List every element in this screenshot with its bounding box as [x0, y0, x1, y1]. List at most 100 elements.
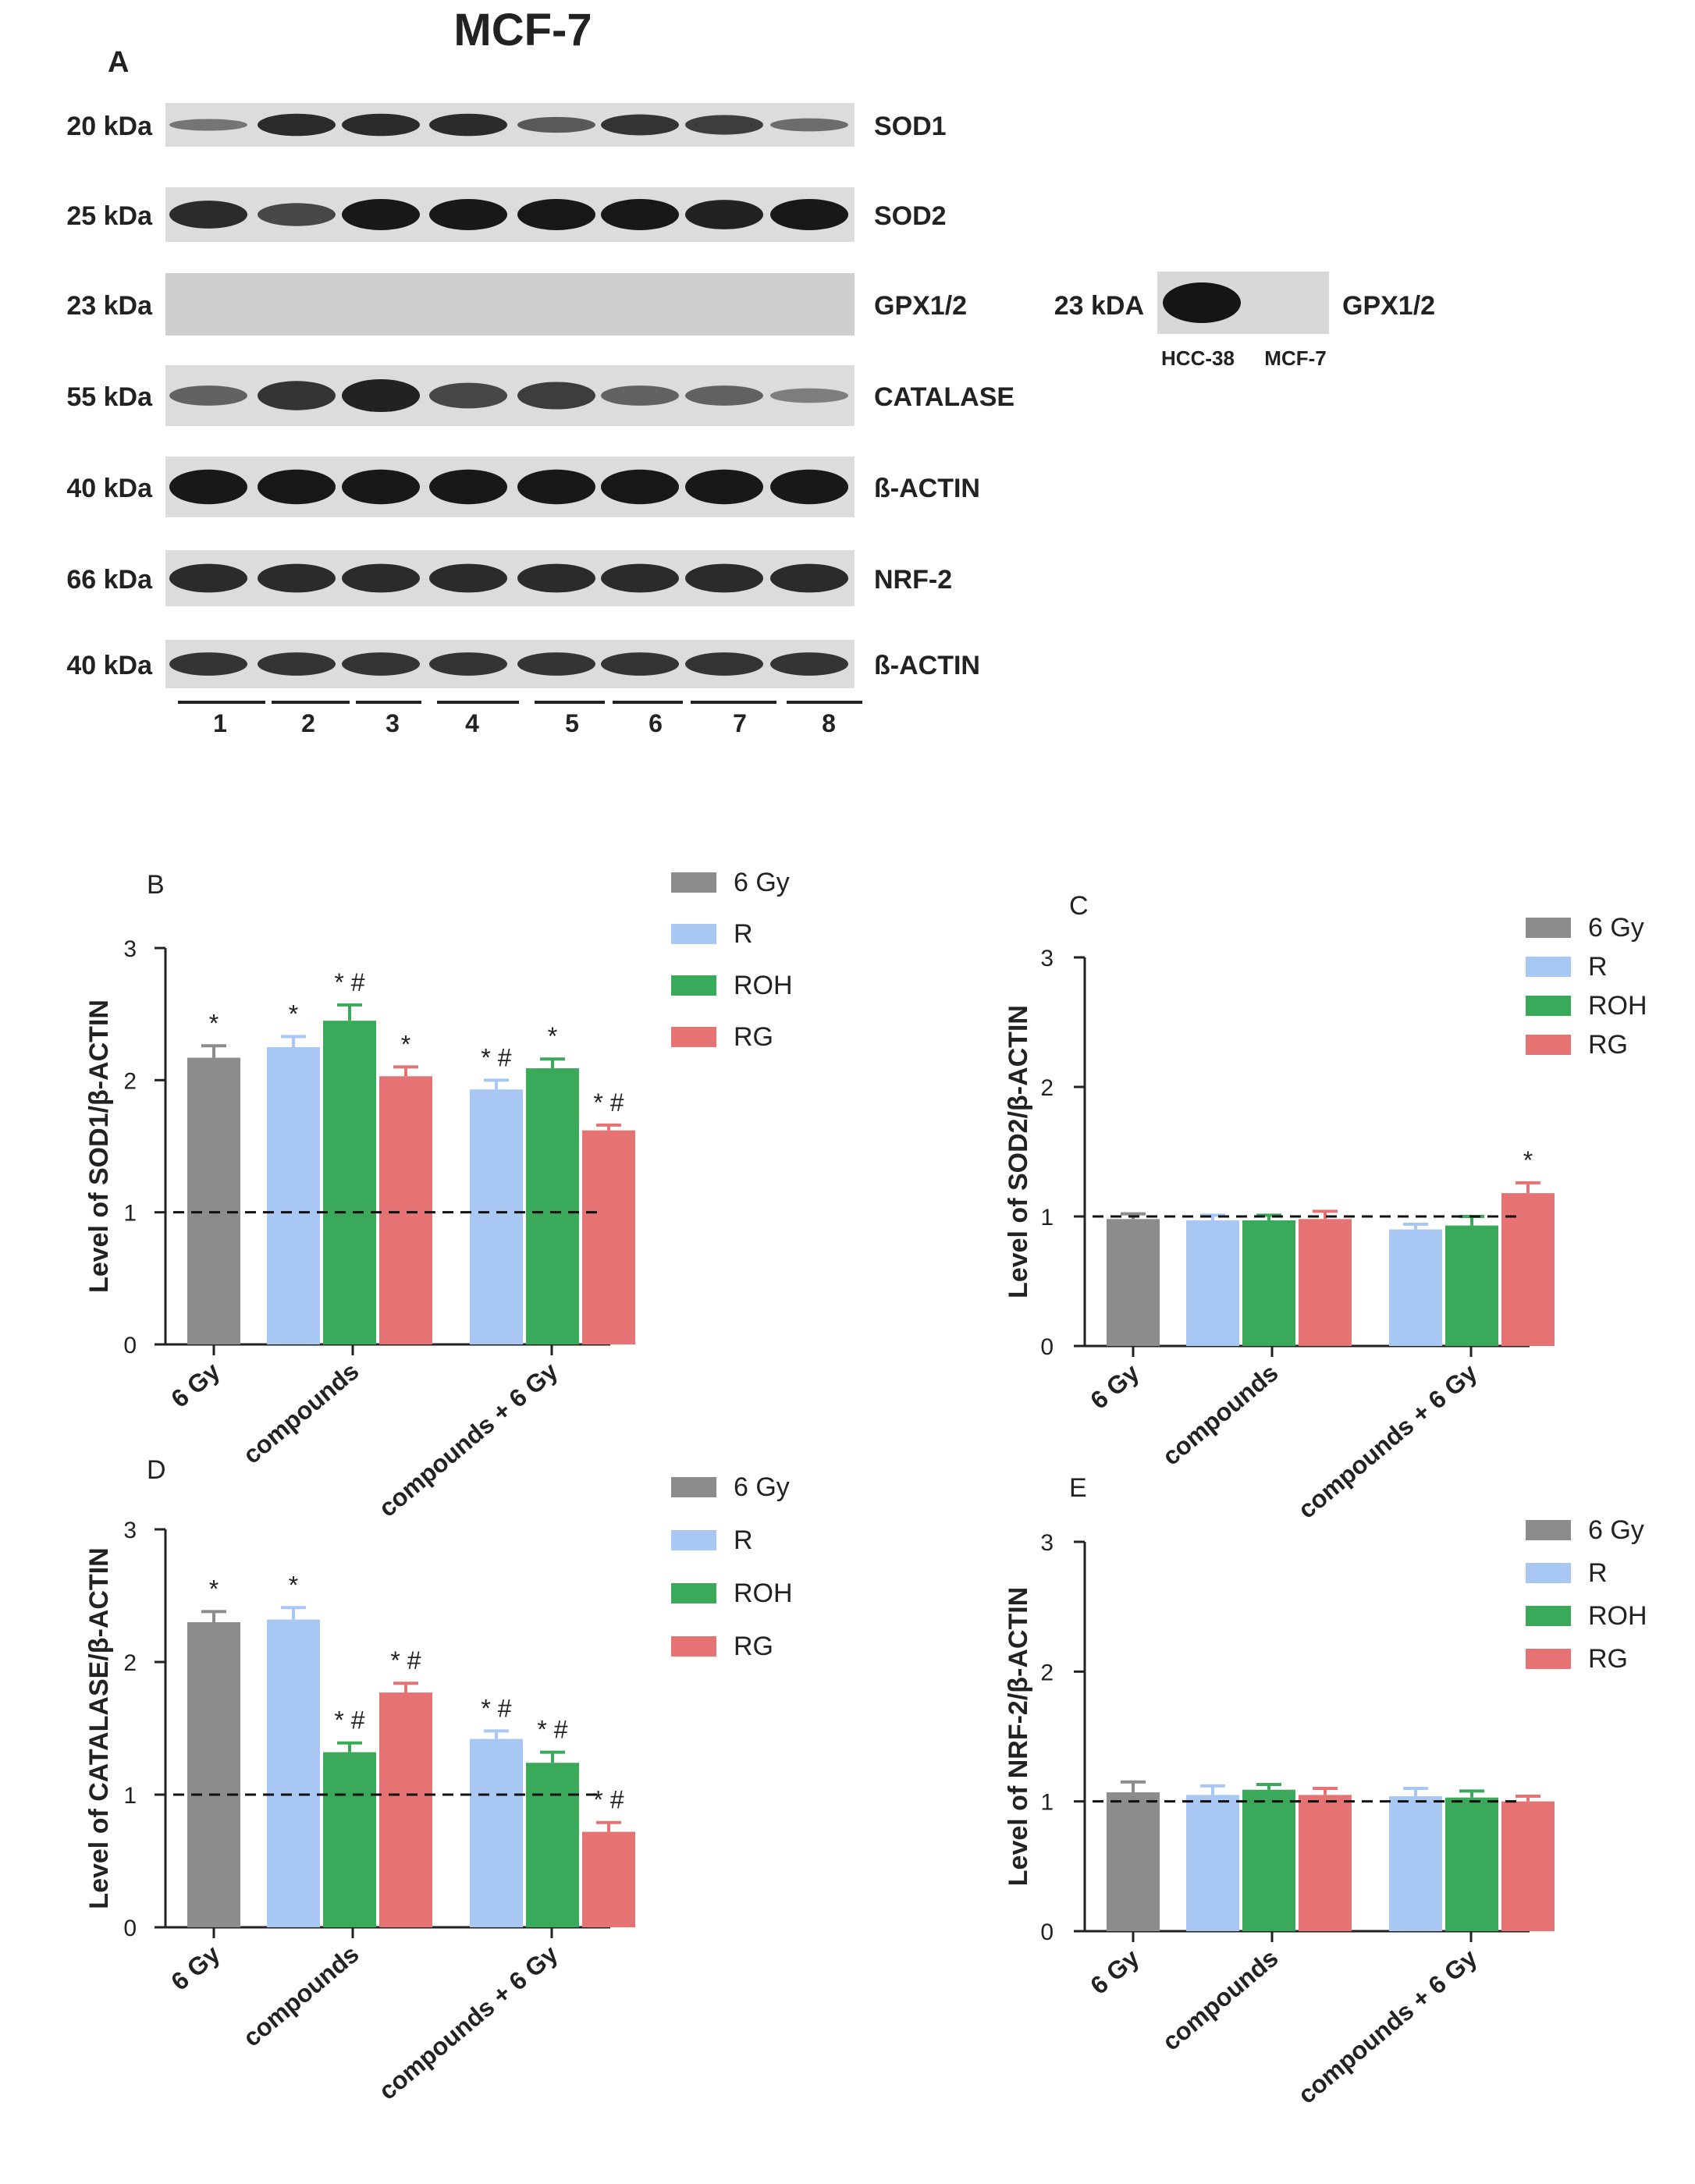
legend-swatch [1526, 1563, 1571, 1583]
y-tick-label: 0 [1040, 1334, 1054, 1360]
legend-label: ROH [1588, 1601, 1647, 1631]
x-tick-label: 6 Gy [1085, 1944, 1144, 2000]
panel-letter: B [147, 870, 165, 900]
bar-r [470, 1089, 523, 1344]
blot-protein-label: ß-ACTIN [874, 651, 980, 680]
bar-r [470, 1738, 523, 1927]
blot-protein-label: ß-ACTIN [874, 474, 980, 503]
bar-roh [526, 1763, 579, 1927]
blot-protein-label: NRF-2 [874, 565, 952, 595]
blot-kda-label: 40 kDa [66, 651, 153, 680]
significance-mark: * [289, 1000, 298, 1028]
blot-band [601, 652, 679, 676]
bar-r [1389, 1229, 1442, 1346]
significance-mark: * [209, 1009, 219, 1037]
chart-panel-D: D 0 1 2 3 Level of CATALASE/β-ACTIN * * * # * # * … [84, 1455, 793, 2105]
side-blot-kda-label: 23 kDA [1054, 291, 1144, 321]
legend-label: 6 Gy [1588, 1515, 1644, 1545]
legend-label: RG [1588, 1644, 1628, 1674]
bar-roh [526, 1068, 579, 1344]
side-blot-protein-label: GPX1/2 [1342, 291, 1435, 321]
blot-band [517, 469, 595, 505]
blot-band [517, 382, 595, 410]
y-tick-label: 0 [123, 1916, 137, 1941]
legend-swatch [1526, 1520, 1571, 1540]
blot-band [517, 563, 595, 593]
blot-kda-label: 20 kDa [66, 112, 153, 141]
significance-mark: * # [481, 1694, 511, 1722]
legend-label: RG [734, 1632, 773, 1661]
blot-band [601, 199, 679, 230]
x-tick-label: compounds [237, 1357, 364, 1469]
lane-number: 7 [733, 709, 747, 737]
blot-band [770, 388, 848, 403]
legend-label: 6 Gy [734, 868, 790, 897]
blot-protein-label: SOD2 [874, 201, 947, 231]
significance-mark: * # [390, 1646, 421, 1674]
blot-band [342, 199, 420, 230]
x-tick-label: 6 Gy [165, 1940, 225, 1996]
blot-band [685, 115, 763, 135]
blot-band [342, 378, 420, 413]
side-blot-lane-label: HCC-38 [1161, 346, 1235, 370]
bar-rg [582, 1130, 635, 1344]
y-tick-label: 1 [1040, 1205, 1054, 1230]
x-tick-label: compounds [1157, 1944, 1283, 2056]
bar-r [1186, 1795, 1239, 1931]
x-tick-label: compounds + 6 Gy [1292, 1358, 1482, 1524]
significance-mark: * # [537, 1716, 567, 1744]
significance-mark: * # [334, 968, 364, 996]
y-tick-label: 3 [123, 1518, 137, 1543]
y-tick-label: 3 [1040, 946, 1054, 971]
significance-mark: * [289, 1571, 298, 1599]
legend-swatch [1526, 918, 1571, 938]
blot-band [169, 652, 247, 676]
blot-protein-label: SOD1 [874, 112, 947, 141]
blot-band [342, 652, 420, 676]
legend-label: R [1588, 952, 1608, 982]
y-tick-label: 2 [1040, 1075, 1054, 1101]
bar-roh [1242, 1789, 1295, 1931]
legend-swatch [1526, 957, 1571, 977]
blot-kda-label: 66 kDa [66, 565, 153, 595]
legend-swatch [671, 975, 716, 996]
blot-band [770, 199, 848, 230]
blot-band [517, 199, 595, 230]
y-tick-label: 1 [123, 1783, 137, 1809]
legend-swatch [671, 924, 716, 944]
legend-label: RG [734, 1022, 773, 1052]
legend-swatch [671, 1636, 716, 1657]
blot-band [517, 652, 595, 676]
significance-mark: * # [593, 1786, 624, 1814]
blot-band [169, 385, 247, 406]
y-tick-label: 2 [123, 1068, 137, 1094]
y-tick-label: 0 [1040, 1919, 1054, 1945]
blot-band [685, 563, 763, 593]
legend-swatch [1526, 1606, 1571, 1626]
blot-band [770, 118, 848, 132]
y-tick-label: 2 [123, 1650, 137, 1676]
legend-swatch [671, 1530, 716, 1550]
blot-protein-label: GPX1/2 [874, 291, 967, 321]
y-tick-label: 0 [123, 1333, 137, 1358]
bar-rg [379, 1076, 432, 1344]
y-axis-label: Level of NRF-2/β-ACTIN [1004, 1587, 1033, 1886]
y-axis-label: Level of CATALASE/β-ACTIN [84, 1547, 114, 1909]
bar-rg [379, 1692, 432, 1927]
blot-band [601, 469, 679, 505]
blot-band [258, 381, 336, 410]
blot-band [169, 201, 247, 229]
blot-band [429, 113, 507, 137]
bar-rg [582, 1831, 635, 1927]
bar-charts: B 0 1 2 3 Level of SOD1/β-ACTIN * * * # * * # * * # 6… [84, 868, 1647, 2109]
panel-letter: E [1069, 1473, 1087, 1503]
significance-mark: * [401, 1030, 410, 1058]
chart-panel-B: B 0 1 2 3 Level of SOD1/β-ACTIN * * * # * * # * * # 6… [84, 868, 793, 1522]
significance-mark: * [1523, 1146, 1533, 1174]
x-tick-label: compounds [1157, 1358, 1283, 1471]
lane-number: 1 [213, 709, 227, 737]
blot-band [685, 385, 763, 406]
x-tick-label: 6 Gy [1085, 1358, 1144, 1415]
